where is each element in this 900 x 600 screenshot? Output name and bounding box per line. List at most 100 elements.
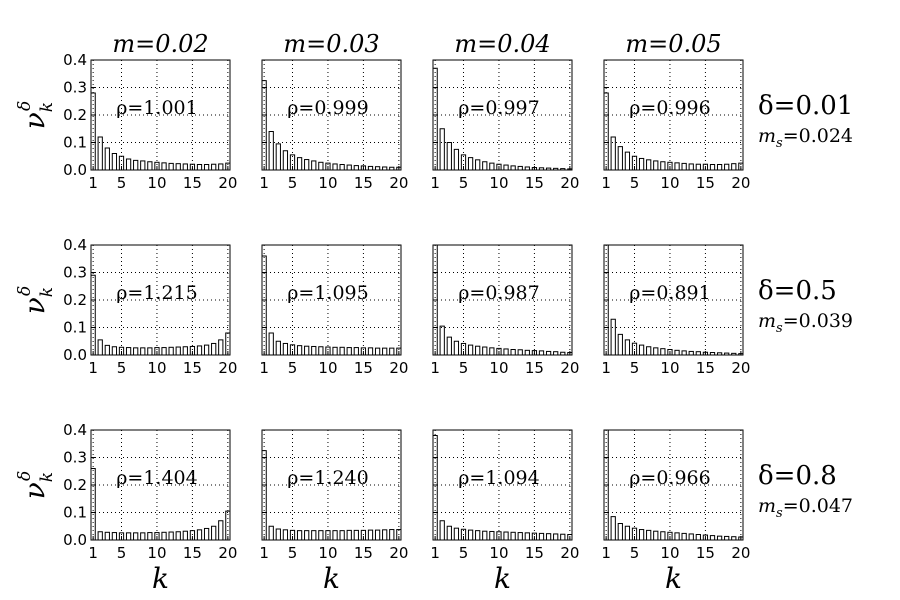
bar bbox=[517, 349, 523, 355]
bar bbox=[318, 346, 324, 355]
ylabel-sub: k bbox=[37, 102, 57, 112]
bar bbox=[104, 344, 110, 355]
bar bbox=[346, 347, 352, 355]
bar bbox=[203, 164, 210, 170]
bar bbox=[91, 274, 96, 355]
bar bbox=[617, 146, 623, 170]
x-tick-label: 5 bbox=[630, 359, 640, 377]
bar bbox=[296, 530, 303, 540]
bar bbox=[111, 532, 118, 540]
x-tick-label: 20 bbox=[218, 359, 237, 377]
bar bbox=[339, 346, 345, 355]
frame bbox=[603, 244, 744, 356]
x-tick-label: 15 bbox=[525, 174, 544, 192]
bar bbox=[724, 535, 730, 540]
bar bbox=[374, 347, 381, 355]
bar bbox=[196, 345, 203, 355]
frame bbox=[261, 59, 402, 171]
bar bbox=[517, 165, 523, 170]
bar bbox=[709, 164, 716, 170]
bar bbox=[688, 350, 694, 355]
bar bbox=[382, 347, 388, 355]
bar bbox=[731, 536, 737, 540]
frame bbox=[261, 244, 402, 356]
bar bbox=[709, 535, 716, 540]
bar bbox=[553, 351, 559, 355]
bar bbox=[646, 529, 652, 540]
bar bbox=[161, 531, 167, 540]
panel bbox=[433, 435, 572, 540]
bar bbox=[510, 165, 516, 170]
panel bbox=[262, 80, 401, 170]
row-ms: ms=0.039 bbox=[758, 310, 853, 336]
panel bbox=[262, 255, 401, 355]
bar bbox=[91, 468, 96, 540]
bar bbox=[203, 527, 210, 540]
bar bbox=[653, 530, 659, 540]
column-title: m=0.02 bbox=[112, 30, 208, 58]
x-tick-label: 5 bbox=[288, 359, 298, 377]
x-tick-label: 1 bbox=[601, 544, 611, 562]
y-axis-label: νkδ bbox=[15, 101, 57, 130]
bar bbox=[553, 533, 559, 540]
bar bbox=[282, 342, 289, 355]
x-tick-label: 1 bbox=[88, 174, 98, 192]
bar bbox=[517, 532, 523, 540]
column-title: m=0.03 bbox=[283, 30, 379, 58]
bar bbox=[282, 529, 289, 540]
bar bbox=[503, 531, 509, 540]
bar bbox=[604, 245, 609, 355]
x-tick-label: 5 bbox=[630, 544, 640, 562]
ms-value: =0.039 bbox=[783, 310, 853, 332]
frame bbox=[432, 429, 573, 541]
bar bbox=[289, 154, 296, 170]
bar bbox=[225, 510, 230, 540]
bar bbox=[389, 347, 395, 355]
y-tick-label: 0.1 bbox=[63, 319, 87, 337]
bar bbox=[681, 162, 687, 170]
ms-sub: s bbox=[776, 321, 783, 336]
bar bbox=[560, 168, 566, 170]
y-tick-label: 0.1 bbox=[63, 504, 87, 522]
bar bbox=[296, 157, 303, 170]
bar bbox=[125, 158, 132, 170]
frame bbox=[432, 244, 573, 356]
frame bbox=[603, 429, 744, 541]
ylabel-sub: k bbox=[37, 472, 57, 482]
bar bbox=[489, 162, 495, 170]
bar bbox=[460, 154, 467, 170]
x-tick-label: 5 bbox=[288, 544, 298, 562]
x-axis-label: k bbox=[494, 562, 511, 595]
bar bbox=[439, 325, 445, 355]
annotation: ρ=1.404 bbox=[116, 467, 197, 489]
x-tick-label: 5 bbox=[630, 174, 640, 192]
column-title: m=0.05 bbox=[625, 30, 721, 58]
x-tick-label: 15 bbox=[354, 359, 373, 377]
x-tick-label: 1 bbox=[430, 174, 440, 192]
x-tick-label: 10 bbox=[318, 359, 337, 377]
bar bbox=[311, 160, 317, 170]
bar bbox=[433, 67, 438, 170]
y-tick-label: 0.2 bbox=[63, 291, 87, 309]
bar bbox=[104, 531, 110, 540]
annotation: ρ=1.240 bbox=[287, 467, 368, 489]
bar bbox=[624, 525, 631, 540]
frame bbox=[90, 59, 231, 171]
bar bbox=[389, 166, 395, 170]
bar bbox=[97, 531, 103, 540]
bar bbox=[311, 345, 317, 355]
bar bbox=[140, 347, 146, 355]
bar bbox=[104, 147, 110, 170]
bar bbox=[161, 347, 167, 355]
bar bbox=[724, 352, 730, 355]
bar bbox=[446, 525, 452, 540]
ylabel-sub: k bbox=[37, 287, 57, 297]
x-tick-label: 10 bbox=[660, 359, 679, 377]
ylabel-base: ν bbox=[18, 112, 51, 129]
y-tick-label: 0.0 bbox=[63, 346, 87, 364]
bar bbox=[560, 533, 566, 540]
bar bbox=[467, 344, 474, 355]
x-tick-label: 1 bbox=[430, 544, 440, 562]
annotation: ρ=0.891 bbox=[629, 282, 710, 304]
x-tick-label: 10 bbox=[489, 359, 508, 377]
